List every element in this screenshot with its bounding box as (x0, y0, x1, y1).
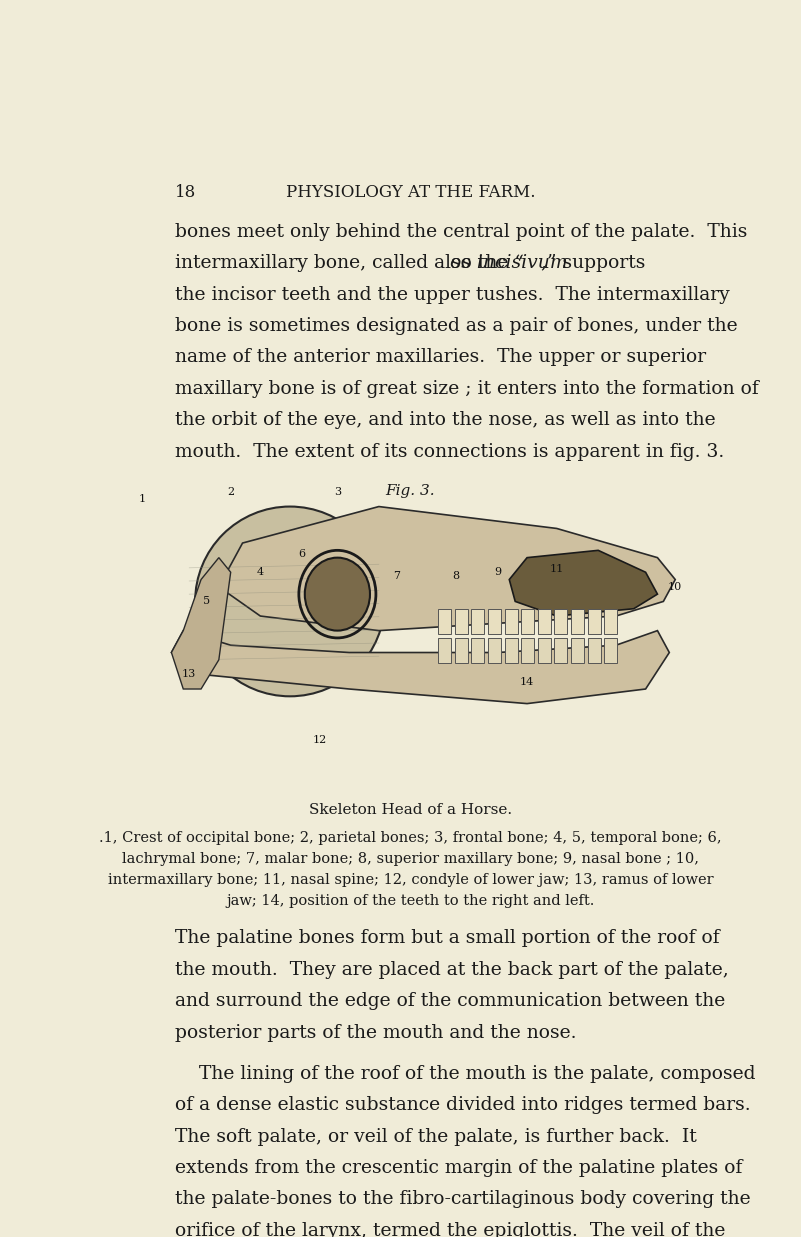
Bar (471, 638, 485, 663)
Text: ,” supports: ,” supports (541, 254, 645, 272)
Bar (505, 638, 517, 663)
Text: The palatine bones form but a small portion of the roof of: The palatine bones form but a small port… (175, 929, 719, 948)
Text: intermaxillary bone; 11, nasal spine; 12, condyle of lower jaw; 13, ramus of low: intermaxillary bone; 11, nasal spine; 12… (107, 873, 714, 887)
Text: of a dense elastic substance divided into ridges termed bars.: of a dense elastic substance divided int… (175, 1096, 751, 1115)
Text: Fig. 3.: Fig. 3. (386, 484, 435, 497)
Text: 8: 8 (453, 571, 460, 581)
Text: mouth.  The extent of its connections is apparent in fig. 3.: mouth. The extent of its connections is … (175, 443, 724, 460)
Bar (554, 609, 567, 635)
Text: Skeleton Head of a Horse.: Skeleton Head of a Horse. (309, 803, 512, 816)
Text: intermaxillary bone, called also the “: intermaxillary bone, called also the “ (175, 254, 529, 272)
Bar (521, 609, 534, 635)
Text: orifice of the larynx, termed the epiglottis.  The veil of the: orifice of the larynx, termed the epiglo… (175, 1222, 725, 1237)
Text: posterior parts of the mouth and the nose.: posterior parts of the mouth and the nos… (175, 1024, 576, 1042)
Bar (187, 511, 646, 792)
Text: 12: 12 (312, 735, 327, 745)
Text: the orbit of the eye, and into the nose, as well as into the: the orbit of the eye, and into the nose,… (175, 412, 715, 429)
Polygon shape (219, 507, 675, 631)
Text: 1: 1 (139, 495, 145, 505)
Text: 18: 18 (175, 183, 196, 200)
Bar (604, 609, 617, 635)
Text: maxillary bone is of great size ; it enters into the formation of: maxillary bone is of great size ; it ent… (175, 380, 759, 398)
Bar (471, 609, 485, 635)
Bar (537, 638, 551, 663)
Text: bone is sometimes designated as a pair of bones, under the: bone is sometimes designated as a pair o… (175, 317, 737, 335)
Text: name of the anterior maxillaries.  The upper or superior: name of the anterior maxillaries. The up… (175, 349, 706, 366)
Bar (521, 638, 534, 663)
Text: 6: 6 (298, 549, 305, 559)
Text: extends from the crescentic margin of the palatine plates of: extends from the crescentic margin of th… (175, 1159, 742, 1178)
Ellipse shape (195, 507, 384, 696)
Polygon shape (509, 550, 658, 616)
Bar (537, 609, 551, 635)
Text: 11: 11 (549, 564, 564, 574)
Polygon shape (171, 631, 670, 704)
Text: 2: 2 (227, 487, 234, 497)
Text: the mouth.  They are placed at the back part of the palate,: the mouth. They are placed at the back p… (175, 961, 728, 978)
Text: 10: 10 (668, 581, 682, 591)
Text: 13: 13 (182, 669, 196, 679)
Text: The soft palate, or veil of the palate, is further back.  It: The soft palate, or veil of the palate, … (175, 1128, 696, 1145)
Bar (438, 638, 451, 663)
Text: 4: 4 (257, 568, 264, 578)
Text: lachrymal bone; 7, malar bone; 8, superior maxillary bone; 9, nasal bone ; 10,: lachrymal bone; 7, malar bone; 8, superi… (122, 852, 699, 866)
Text: The lining of the roof of the mouth is the palate, composed: The lining of the roof of the mouth is t… (175, 1065, 755, 1082)
Bar (455, 638, 468, 663)
Ellipse shape (304, 558, 370, 631)
Bar (488, 638, 501, 663)
Text: the palate-bones to the fibro-cartilaginous body covering the: the palate-bones to the fibro-cartilagin… (175, 1190, 751, 1209)
Bar (571, 638, 584, 663)
Bar (554, 638, 567, 663)
Text: os incisivum: os incisivum (449, 254, 567, 272)
Text: PHYSIOLOGY AT THE FARM.: PHYSIOLOGY AT THE FARM. (286, 183, 535, 200)
Bar (488, 609, 501, 635)
Text: 7: 7 (393, 571, 400, 581)
Text: 14: 14 (520, 677, 534, 687)
Bar (571, 609, 584, 635)
Text: 3: 3 (334, 487, 341, 497)
Bar (438, 609, 451, 635)
Bar (604, 638, 617, 663)
Bar (505, 609, 517, 635)
Text: bones meet only behind the central point of the palate.  This: bones meet only behind the central point… (175, 223, 747, 241)
Text: the incisor teeth and the upper tushes.  The intermaxillary: the incisor teeth and the upper tushes. … (175, 286, 730, 303)
Polygon shape (171, 558, 231, 689)
Bar (455, 609, 468, 635)
Text: 5: 5 (203, 596, 211, 606)
Text: .1, Crest of occipital bone; 2, parietal bones; 3, frontal bone; 4, 5, temporal : .1, Crest of occipital bone; 2, parietal… (99, 831, 722, 845)
Bar (587, 609, 601, 635)
Text: 9: 9 (494, 568, 501, 578)
Text: jaw; 14, position of the teeth to the right and left.: jaw; 14, position of the teeth to the ri… (227, 894, 594, 908)
Text: and surround the edge of the communication between the: and surround the edge of the communicati… (175, 992, 725, 1011)
Bar (587, 638, 601, 663)
